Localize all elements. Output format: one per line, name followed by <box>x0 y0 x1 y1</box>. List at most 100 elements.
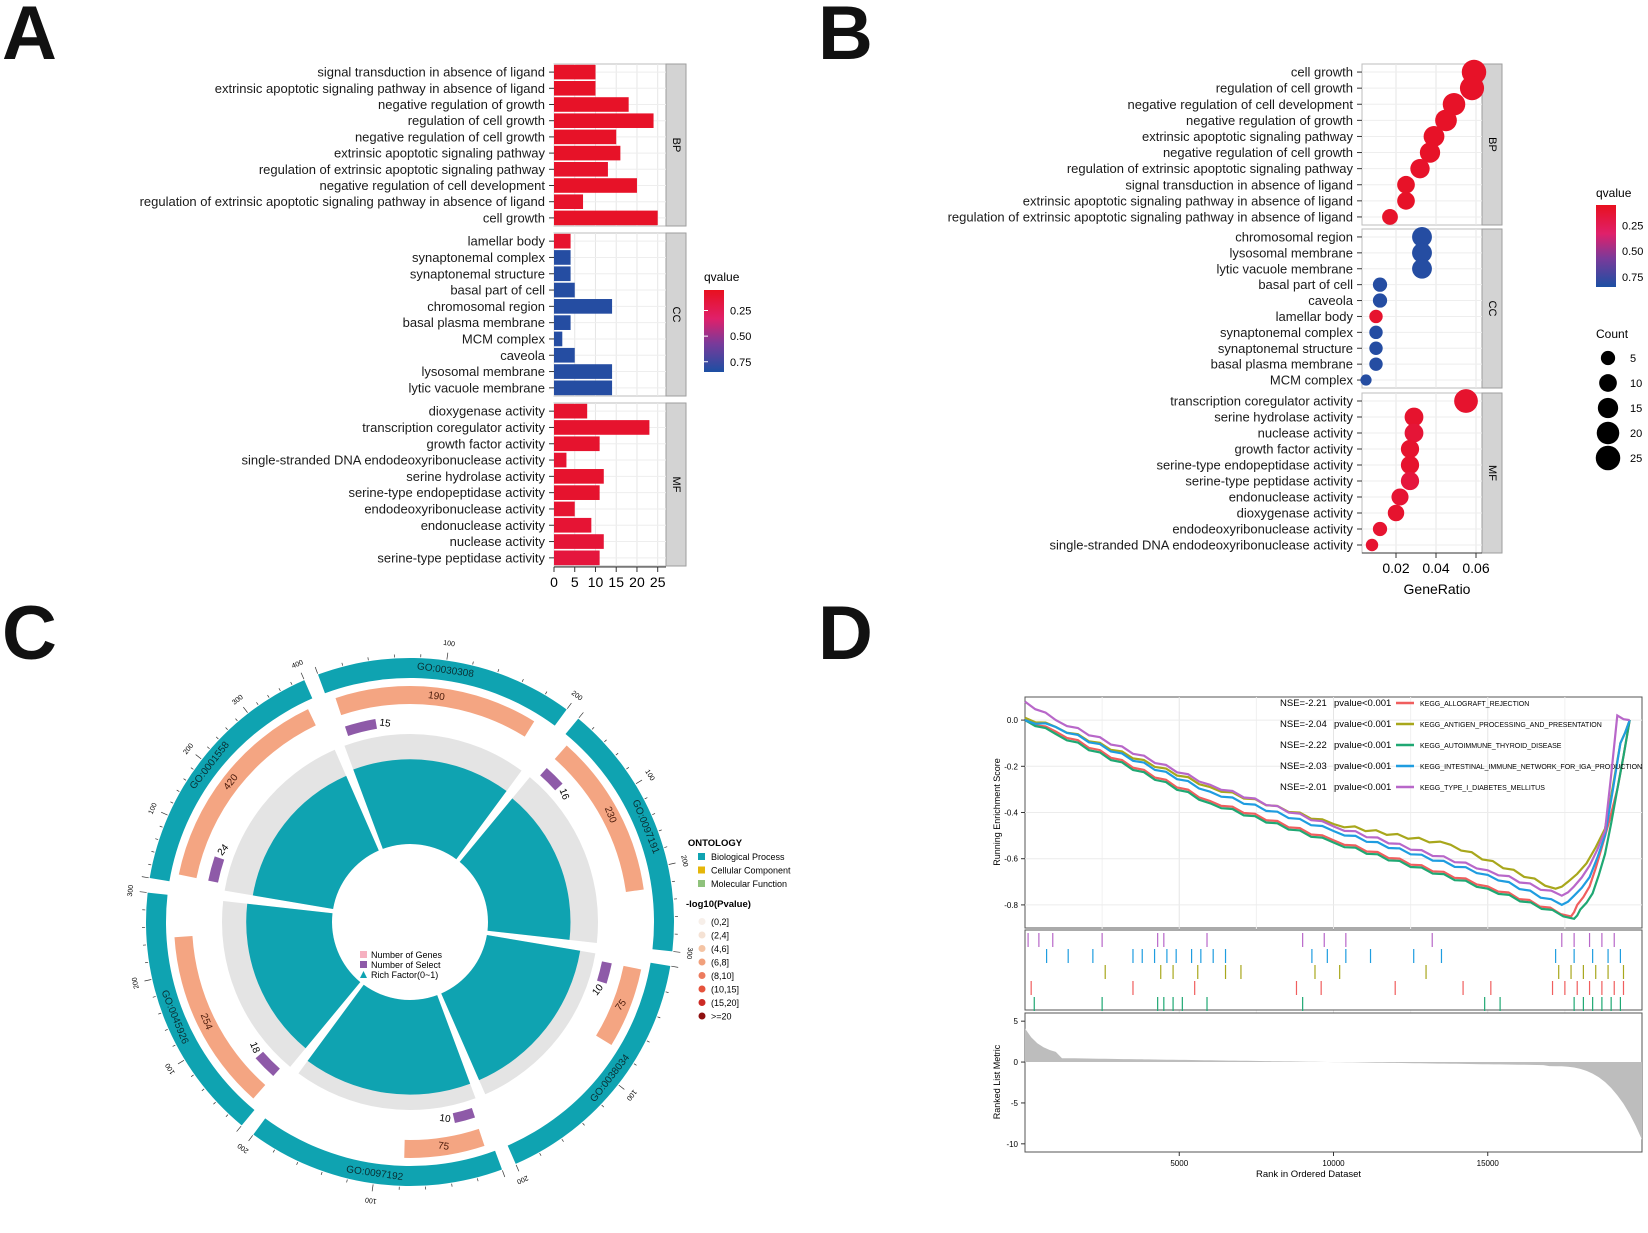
panel-a-legend-colorbar <box>704 290 724 372</box>
panel-c-scale-tick <box>644 797 648 800</box>
panel-c-scale-tick <box>172 1044 176 1047</box>
panel-a-bar <box>554 364 613 379</box>
panel-a-category-label: lysosomal membrane <box>421 364 545 379</box>
panel-c-scale-tick <box>176 789 180 792</box>
panel-b-dot <box>1412 258 1432 279</box>
panel-c-center-legend-swatch <box>360 971 367 978</box>
panel-a-xtick-label: 20 <box>629 574 645 590</box>
panel-c-scale-tick <box>545 691 548 695</box>
panel-c-scale-tick <box>539 1152 542 1156</box>
panel-c-scale-tick <box>646 1040 650 1043</box>
panel-d-legend-stat: NSE=-2.03 <box>1280 761 1327 772</box>
panel-b-category-label: endodeoxyribonuclease activity <box>1172 522 1353 537</box>
panel-c-scale-tick <box>591 726 595 730</box>
panel-a-xtick-label: 10 <box>588 574 604 590</box>
panel-a-bar <box>554 145 621 161</box>
panel-c-pvalue-label: (6,8] <box>711 958 729 968</box>
panel-b-dot <box>1372 293 1388 308</box>
panel-d-xtick-label: 15000 <box>1477 1159 1500 1168</box>
panel-b-category-label: extrinsic apoptotic signaling pathway in… <box>1023 193 1353 208</box>
panel-b-dot <box>1410 158 1430 179</box>
panel-b-legend-count-label: 10 <box>1630 378 1642 390</box>
panel-c-outer-segment <box>565 718 674 952</box>
panel-c-center-legend-label: Number of Select <box>371 960 441 970</box>
panel-a-category-label: basal plasma membrane <box>403 315 545 330</box>
panel-b-category-label: dioxygenase activity <box>1237 506 1354 521</box>
panel-a-strip-label: MF <box>670 477 682 493</box>
panel-c-pvalue-label: (15,20] <box>711 998 739 1008</box>
panel-c-center-legend-swatch <box>360 951 367 958</box>
panel-b-category-label: endonuclease activity <box>1229 490 1354 505</box>
panel-c-scale-label: 400 <box>291 659 305 670</box>
panel-c-scale-tick <box>664 846 668 848</box>
panel-b-dot <box>1400 439 1420 459</box>
panel-c-scale-tick <box>144 979 152 982</box>
panel-c-pvalue-swatch <box>698 972 706 979</box>
panel-c-genes-label: 190 <box>427 690 445 703</box>
panel-c-genes-bar <box>178 709 316 879</box>
panel-c-pvalue-swatch <box>698 1012 706 1020</box>
panel-a-bar <box>554 250 571 265</box>
panel-b-dot <box>1423 126 1445 147</box>
panel-c-scale-tick <box>497 669 500 673</box>
panel-c-scale-tick <box>190 767 194 770</box>
panel-c-scale-tick <box>152 996 156 998</box>
panel-d-xtick-label: 10000 <box>1322 1159 1345 1168</box>
panel-c-ontology-label: Biological Process <box>711 852 785 862</box>
panel-c-outer-segment <box>253 1118 503 1186</box>
panel-d-legend-stat: NSE=-2.21 <box>1280 698 1327 709</box>
panel-b-legend-count-dot <box>1596 421 1620 445</box>
panel-c-select-bar <box>540 767 563 791</box>
panel-c-select-bar <box>597 961 612 984</box>
panel-c-pvalue-swatch <box>698 931 706 939</box>
panel-a-strip <box>665 63 687 227</box>
panel-c-center <box>334 846 486 998</box>
panel-c-scale-tick <box>148 863 152 866</box>
panel-d-es-ytick-label: -0.6 <box>1004 855 1018 864</box>
panel-a-category-label: synaptonemal complex <box>412 250 545 265</box>
panel-c-select-label: 24 <box>216 842 232 858</box>
panel-c-ontology-label: Cellular Component <box>711 866 791 876</box>
panel-b-legend-count-dot <box>1600 350 1616 366</box>
panel-b-category-label: growth factor activity <box>1235 442 1354 457</box>
panel-a-bar <box>554 194 584 209</box>
panel-a-bar <box>554 436 600 452</box>
panel-c-outer-segment <box>507 962 671 1164</box>
panel-b-legend-q-tick: 0.25 <box>1622 221 1643 233</box>
panel-b-strip-label: BP <box>1486 137 1498 152</box>
panel-b-category-label: serine hydrolase activity <box>1214 410 1353 425</box>
panel-c-pvalue-label: >=20 <box>711 1012 732 1022</box>
panel-b-category-label: cell growth <box>1291 65 1353 80</box>
panel-a-category-label: nuclease activity <box>450 534 546 549</box>
panel-c-pvalue-label: (4,6] <box>711 944 729 954</box>
panel-c-scale-tick <box>618 1084 625 1090</box>
panel-a-legend-tick-label: 0.50 <box>730 331 751 343</box>
panel-c-scale-tick <box>190 1074 194 1077</box>
panel-b-legend-colorbar <box>1596 205 1616 287</box>
panel-c-scale-tick <box>658 829 662 832</box>
panel-c-scale-tick <box>164 1029 168 1031</box>
panel-d-es-line <box>1024 716 1631 890</box>
panel-a-category-label: negative regulation of growth <box>378 97 545 112</box>
panel-d-es-line <box>1024 700 1630 897</box>
panel-c-scale-tick <box>141 876 149 879</box>
panel-a-strip <box>665 232 687 397</box>
panel-d-hits-frame <box>1024 929 1643 1011</box>
panel-a-legend-title: qvalue <box>704 270 740 284</box>
panel-c-pvalue-label: (0,2] <box>711 917 729 927</box>
panel-label-d: D <box>818 591 873 676</box>
panel-d-metric-ytick-label: -5 <box>1011 1099 1019 1108</box>
panel-b-category-label: regulation of cell growth <box>1216 81 1353 96</box>
panel-c-scale-tick <box>635 779 643 784</box>
panel-a-category-label: endonuclease activity <box>421 518 546 533</box>
panel-b-dot <box>1404 407 1424 427</box>
panel-a-xtick-label: 15 <box>608 574 624 590</box>
panel-b-category-label: negative regulation of cell growth <box>1163 145 1353 160</box>
panel-c-pvalue-swatch <box>698 958 706 966</box>
panel-c-ontology-swatch <box>698 853 705 860</box>
panel-c-scale-label: 200 <box>679 855 688 868</box>
panel-d-legend-name: KEGG_ANTIGEN_PROCESSING_AND_PRESENTATION <box>1420 722 1602 729</box>
panel-a-bar <box>554 299 613 314</box>
panel-d-legend-stat: NSE=-2.04 <box>1280 719 1327 730</box>
